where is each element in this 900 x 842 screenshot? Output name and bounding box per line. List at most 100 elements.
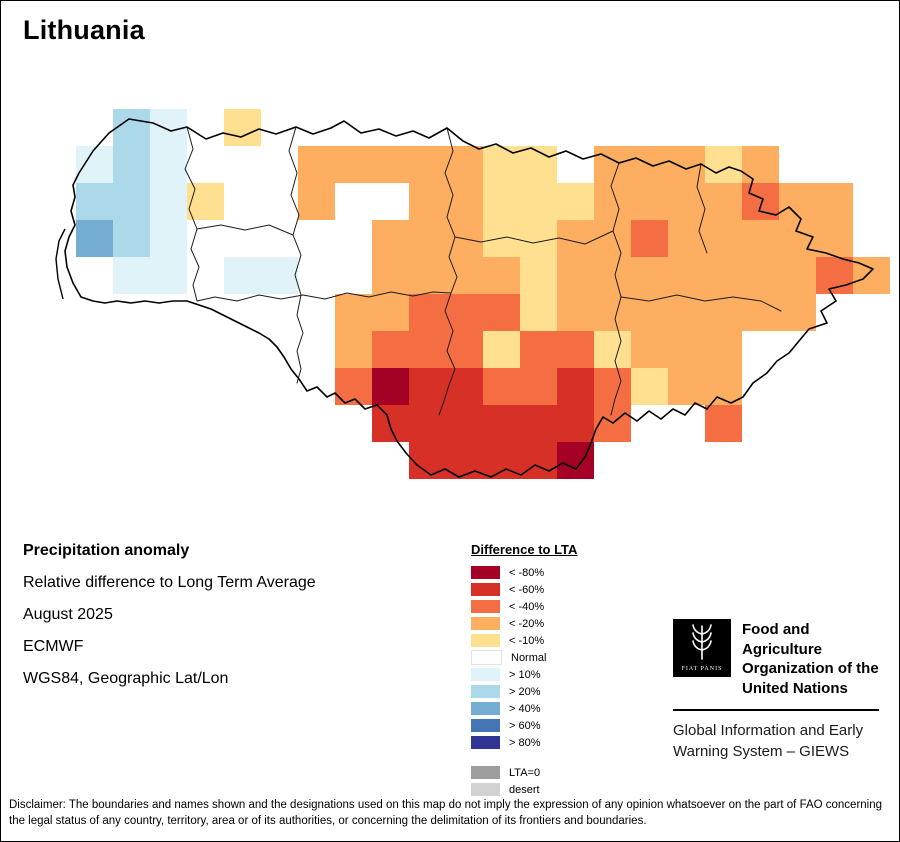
fao-logo: FIAT PANIS <box>673 619 731 677</box>
legend-swatch <box>471 766 500 779</box>
anomaly-cell <box>557 405 594 442</box>
legend-swatch <box>471 583 500 596</box>
legend-swatch <box>471 685 500 698</box>
anomaly-cell <box>113 109 150 146</box>
anomaly-cell <box>705 405 742 442</box>
anomaly-cell <box>409 368 446 405</box>
anomaly-cell <box>705 146 742 183</box>
anomaly-cell <box>594 368 631 405</box>
anomaly-cell <box>668 220 705 257</box>
legend-label: > 20% <box>509 685 541 698</box>
county-boundary <box>696 163 708 254</box>
anomaly-cell <box>594 146 631 183</box>
legend-swatch <box>471 650 502 665</box>
legend-item: > 10% <box>471 666 577 683</box>
anomaly-cell <box>779 257 816 294</box>
anomaly-cell <box>557 442 594 479</box>
anomaly-cell <box>150 146 187 183</box>
county-boundary <box>438 292 456 416</box>
anomaly-cell <box>372 146 409 183</box>
anomaly-cell <box>705 257 742 294</box>
legend-item: LTA=0 <box>471 764 577 781</box>
giews-line: Warning System – GIEWS <box>673 743 850 760</box>
county-boundary <box>184 126 200 302</box>
anomaly-cell <box>631 331 668 368</box>
anomaly-cell <box>187 183 224 220</box>
anomaly-cell <box>594 183 631 220</box>
anomaly-cell <box>335 146 372 183</box>
anomaly-cell <box>705 368 742 405</box>
lithuania-map <box>55 109 890 479</box>
wheat-ear-icon <box>692 624 712 660</box>
anomaly-cell <box>483 405 520 442</box>
giews-text: Global Information and Early Warning Sys… <box>673 720 881 762</box>
anomaly-cell <box>705 220 742 257</box>
anomaly-cell <box>261 257 298 294</box>
legend-swatch <box>471 668 500 681</box>
legend-swatch <box>471 702 500 715</box>
anomaly-cell <box>372 257 409 294</box>
anomaly-cell <box>113 257 150 294</box>
anomaly-cell <box>372 294 409 331</box>
anomaly-cell <box>520 220 557 257</box>
legend-item: desert <box>471 781 577 798</box>
anomaly-cell <box>520 405 557 442</box>
anomaly-cell <box>668 183 705 220</box>
anomaly-cell <box>631 294 668 331</box>
fao-block: FIAT PANIS Food and Agriculture Organiza… <box>673 619 881 762</box>
info-projection: WGS84, Geographic Lat/Lon <box>23 670 229 687</box>
anomaly-cell <box>705 183 742 220</box>
fao-divider <box>673 709 879 711</box>
anomaly-cell <box>483 183 520 220</box>
anomaly-cell <box>557 183 594 220</box>
fao-header: FIAT PANIS Food and Agriculture Organiza… <box>673 619 881 698</box>
anomaly-cell <box>483 146 520 183</box>
legend-label: < -80% <box>509 566 545 579</box>
legend-item: < -60% <box>471 581 577 598</box>
anomaly-cell <box>520 294 557 331</box>
legend-label: LTA=0 <box>509 766 541 779</box>
legend-item: > 20% <box>471 683 577 700</box>
legend-label: < -10% <box>509 634 545 647</box>
anomaly-cell <box>557 331 594 368</box>
fao-org-name: Food and Agriculture Organization of the… <box>742 619 881 698</box>
anomaly-cell <box>150 257 187 294</box>
legend-item: Normal <box>471 649 577 666</box>
anomaly-cell <box>372 405 409 442</box>
anomaly-cell <box>409 405 446 442</box>
anomaly-cell <box>483 294 520 331</box>
legend-label: < -20% <box>509 617 545 630</box>
legend-label: > 40% <box>509 702 541 715</box>
legend-label: desert <box>509 783 540 796</box>
county-boundary <box>196 224 294 236</box>
anomaly-cell <box>779 183 816 220</box>
anomaly-cell <box>335 294 372 331</box>
legend-swatch <box>471 634 500 647</box>
anomaly-cell <box>594 257 631 294</box>
curonian-spit <box>55 228 66 300</box>
anomaly-cell <box>409 294 446 331</box>
legend-label: < -40% <box>509 600 545 613</box>
anomaly-cell <box>446 183 483 220</box>
legend-item: < -80% <box>471 564 577 581</box>
map-info: Precipitation anomaly Relative differenc… <box>23 542 316 702</box>
legend-extra-rows: LTA=0 desert <box>471 764 577 798</box>
anomaly-cell <box>150 220 187 257</box>
anomaly-cell <box>224 257 261 294</box>
anomaly-cell <box>446 405 483 442</box>
fao-org-line: Food and Agriculture <box>742 621 823 658</box>
info-heading: Precipitation anomaly <box>23 542 190 559</box>
anomaly-cell <box>557 368 594 405</box>
anomaly-cell <box>668 257 705 294</box>
anomaly-cell <box>409 331 446 368</box>
legend-item: > 80% <box>471 734 577 751</box>
anomaly-cell <box>594 294 631 331</box>
legend-label: < -60% <box>509 583 545 596</box>
legend-swatch <box>471 736 500 749</box>
anomaly-cell <box>446 368 483 405</box>
anomaly-cell <box>409 183 446 220</box>
anomaly-cell <box>409 146 446 183</box>
anomaly-cell <box>76 183 113 220</box>
fao-logo-motto: FIAT PANIS <box>682 666 723 672</box>
